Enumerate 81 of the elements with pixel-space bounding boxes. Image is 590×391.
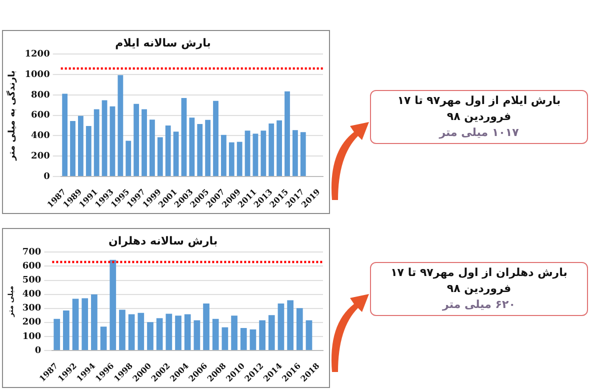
chart-title: بارش سالانه دهلران: [108, 234, 218, 248]
y-tick-label: 0: [44, 172, 50, 182]
bar: [138, 312, 144, 350]
bar: [147, 322, 154, 350]
bar: [240, 328, 247, 350]
bar: [268, 315, 275, 350]
bar: [72, 298, 79, 350]
bar: [82, 298, 88, 350]
bar: [250, 329, 256, 350]
y-tick-label: 100: [22, 332, 42, 342]
bar: [189, 118, 195, 176]
bar: [244, 130, 250, 176]
bar: [296, 308, 303, 350]
y-tick-label: 400: [31, 131, 50, 142]
y-tick-label: 700: [22, 248, 42, 258]
bar: [86, 126, 92, 176]
bar: [184, 314, 191, 350]
bar: [54, 318, 60, 350]
bar: [165, 126, 171, 176]
y-tick-label: 200: [22, 318, 42, 328]
bar: [287, 300, 294, 350]
bar: [91, 294, 98, 350]
y-tick-label: 600: [22, 262, 42, 272]
bar: [268, 123, 274, 176]
bar: [78, 116, 84, 176]
bar: [156, 318, 163, 350]
chart-title: بارش سالانه ایلام: [115, 36, 211, 50]
text: بارش دهلران از اول مهر۹۷ تا ۱۷ فروردین ۹۸: [390, 265, 568, 297]
text: ۱۰۱۷ میلی متر: [438, 125, 520, 141]
bar: [236, 142, 242, 176]
bar: [150, 120, 155, 176]
bar: [134, 104, 140, 176]
text: ۶۲۰ میلی متر: [441, 297, 516, 313]
y-tick-label: 400: [22, 290, 42, 300]
text: بارش ایلام از اول مهر۹۷ تا ۱۷ فروردین ۹۸: [396, 93, 562, 125]
bar: [222, 327, 228, 350]
bar: [63, 310, 70, 350]
y-tick-label: 1200: [24, 50, 50, 60]
y-tick-label: 0: [34, 346, 42, 356]
bar: [203, 303, 210, 350]
bar: [181, 98, 187, 176]
y-tick-label: 600: [31, 110, 50, 121]
bar: [157, 137, 163, 176]
bar: [194, 320, 200, 350]
bar: [118, 75, 124, 176]
bar: [221, 134, 226, 176]
bar: [119, 310, 126, 350]
y-tick-label: 300: [22, 304, 42, 314]
bar: [278, 303, 284, 350]
y-tick-label: 1000: [24, 70, 50, 80]
bar: [142, 109, 147, 176]
bar: [213, 100, 218, 176]
bar: [102, 100, 108, 176]
bar: [205, 120, 211, 176]
y-tick-label: 200: [31, 151, 50, 162]
bar: [126, 140, 132, 176]
bar: [212, 318, 219, 350]
bar: [128, 314, 135, 350]
bar: [175, 316, 182, 350]
y-tick-label: 800: [31, 90, 50, 100]
bar: [231, 316, 238, 350]
bar: [173, 132, 179, 176]
bar: [110, 260, 116, 350]
bar: [228, 142, 234, 176]
bar: [197, 124, 203, 176]
bar: [110, 106, 116, 176]
bar: [306, 320, 312, 350]
bar: [259, 320, 266, 350]
bar: [276, 120, 282, 176]
bar: [62, 94, 68, 176]
y-tick-label: 500: [22, 276, 42, 286]
bar: [94, 109, 100, 176]
bar: [70, 120, 76, 176]
bar: [284, 91, 290, 176]
y-axis-title: بارندگی به میلی متر: [6, 70, 18, 162]
bar: [292, 130, 298, 176]
bar: [300, 132, 306, 176]
bar: [100, 326, 107, 350]
bar: [260, 130, 266, 176]
bar: [252, 134, 258, 176]
bar: [166, 314, 172, 350]
